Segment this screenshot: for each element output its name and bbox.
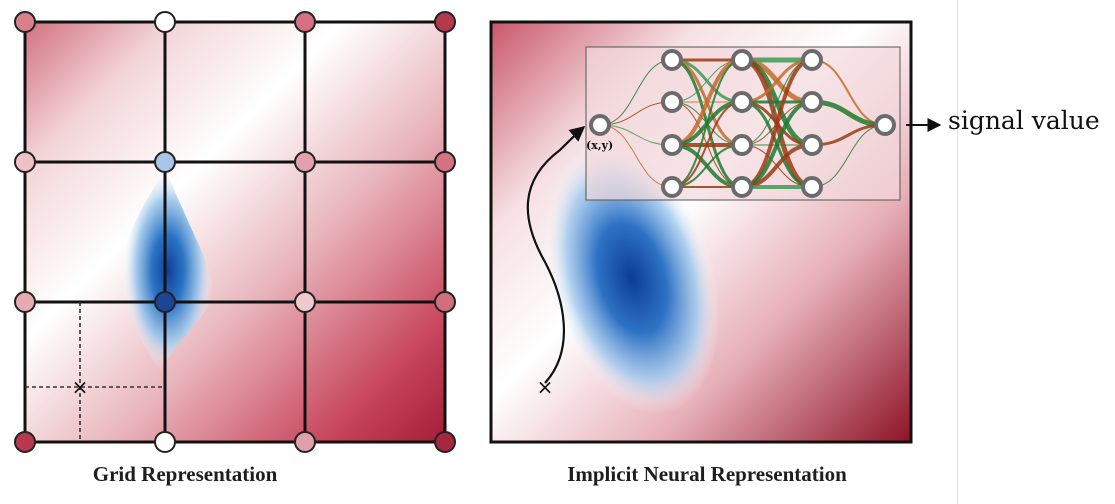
grid-node (295, 12, 315, 32)
grid-node (435, 432, 455, 452)
network-node (733, 136, 751, 154)
grid-node (155, 292, 175, 312)
network-node (803, 136, 821, 154)
network-node (876, 116, 894, 134)
network-node (803, 51, 821, 69)
grid-panel: × (15, 12, 455, 452)
network-node (663, 136, 681, 154)
grid-node (155, 152, 175, 172)
network-node (803, 93, 821, 111)
network-node (663, 51, 681, 69)
grid-node (15, 432, 35, 452)
side-divider (957, 0, 958, 504)
grid-node (435, 292, 455, 312)
grid-node (435, 152, 455, 172)
grid-node (295, 292, 315, 312)
grid-node (295, 152, 315, 172)
network-node (663, 93, 681, 111)
input-label: (x,y) (586, 139, 613, 152)
grid-node (15, 292, 35, 312)
network-node (733, 93, 751, 111)
grid-node (15, 12, 35, 32)
grid-node (155, 12, 175, 32)
signal-value-label: signal value (948, 106, 1100, 135)
inr-panel: (x,y) × (491, 22, 940, 442)
network-node (663, 178, 681, 196)
grid-node (15, 152, 35, 172)
grid-node (295, 432, 315, 452)
grid-caption: Grid Representation (0, 462, 370, 487)
network-node (733, 178, 751, 196)
inr-caption: Implicit Neural Representation (492, 462, 922, 487)
network-node (591, 116, 609, 134)
query-point-marker: × (72, 375, 89, 399)
network-node (733, 51, 751, 69)
network-node (803, 178, 821, 196)
inr-query-point-marker: × (537, 375, 554, 399)
grid-node (435, 12, 455, 32)
grid-node (155, 432, 175, 452)
